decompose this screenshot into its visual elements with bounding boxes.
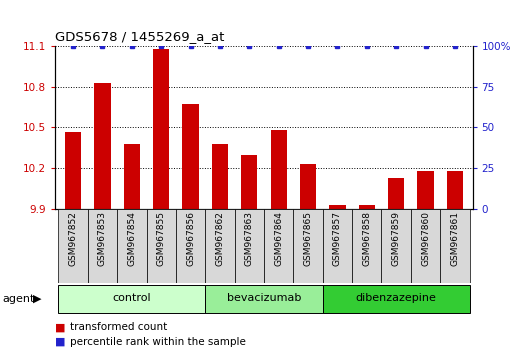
FancyBboxPatch shape (294, 209, 323, 283)
Text: GSM967863: GSM967863 (245, 211, 254, 266)
Text: transformed count: transformed count (70, 322, 167, 332)
Text: GSM967853: GSM967853 (98, 211, 107, 266)
FancyBboxPatch shape (59, 285, 205, 314)
Text: GSM967858: GSM967858 (362, 211, 371, 266)
FancyBboxPatch shape (176, 209, 205, 283)
FancyBboxPatch shape (205, 209, 234, 283)
Bar (241, 155, 257, 209)
Bar (212, 144, 228, 209)
FancyBboxPatch shape (264, 209, 294, 283)
Text: GSM967852: GSM967852 (69, 211, 78, 266)
Text: percentile rank within the sample: percentile rank within the sample (70, 337, 246, 347)
Text: GSM967859: GSM967859 (392, 211, 401, 266)
FancyBboxPatch shape (88, 209, 117, 283)
FancyBboxPatch shape (323, 285, 469, 314)
FancyBboxPatch shape (59, 209, 88, 283)
Bar (183, 104, 199, 209)
Text: GSM967865: GSM967865 (304, 211, 313, 266)
FancyBboxPatch shape (146, 209, 176, 283)
FancyBboxPatch shape (352, 209, 382, 283)
Bar (329, 205, 345, 209)
Text: bevacizumab: bevacizumab (227, 293, 301, 303)
Text: GSM967864: GSM967864 (274, 211, 283, 266)
Text: agent: agent (3, 294, 35, 304)
Bar (418, 171, 433, 209)
Bar (65, 132, 81, 209)
Bar (124, 144, 140, 209)
Text: GSM967855: GSM967855 (157, 211, 166, 266)
Bar (95, 83, 110, 209)
Text: GSM967861: GSM967861 (450, 211, 459, 266)
Text: ▶: ▶ (33, 294, 42, 304)
Text: GSM967857: GSM967857 (333, 211, 342, 266)
FancyBboxPatch shape (382, 209, 411, 283)
FancyBboxPatch shape (117, 209, 146, 283)
Text: GSM967856: GSM967856 (186, 211, 195, 266)
Bar (153, 49, 169, 209)
Bar (271, 130, 287, 209)
FancyBboxPatch shape (411, 209, 440, 283)
FancyBboxPatch shape (234, 209, 264, 283)
Text: GDS5678 / 1455269_a_at: GDS5678 / 1455269_a_at (55, 30, 225, 44)
Bar (388, 178, 404, 209)
Text: GSM967860: GSM967860 (421, 211, 430, 266)
FancyBboxPatch shape (205, 285, 323, 314)
Bar (447, 171, 463, 209)
Text: GSM967854: GSM967854 (127, 211, 136, 266)
Text: ■: ■ (55, 322, 66, 332)
Text: GSM967862: GSM967862 (215, 211, 224, 266)
Text: dibenzazepine: dibenzazepine (356, 293, 437, 303)
FancyBboxPatch shape (323, 209, 352, 283)
Text: control: control (112, 293, 151, 303)
Bar (359, 205, 375, 209)
Text: ■: ■ (55, 337, 66, 347)
FancyBboxPatch shape (440, 209, 469, 283)
Bar (300, 164, 316, 209)
